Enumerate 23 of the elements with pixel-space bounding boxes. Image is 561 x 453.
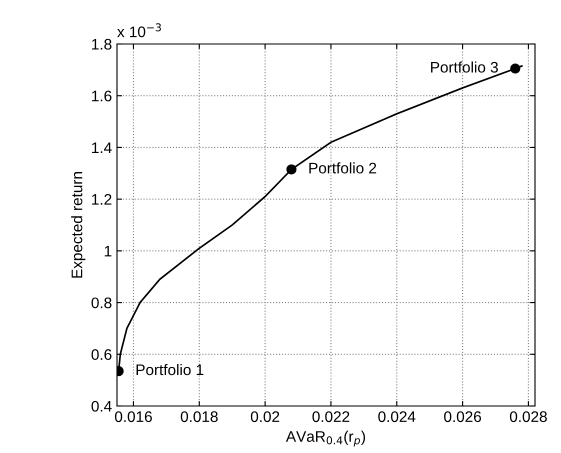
annotation: Portfolio 2 — [309, 162, 376, 174]
y-tick-label: 0.8 — [92, 297, 112, 308]
point — [286, 164, 297, 174]
y-tick-label: 1.6 — [92, 90, 112, 102]
x-tick-label: 0.022 — [312, 411, 350, 422]
annotation: Portfolio 3 — [431, 61, 498, 73]
y-tick-label: 0.4 — [92, 400, 112, 412]
x-tick-label: 0.016 — [114, 411, 152, 422]
y-tick-label: 1.2 — [92, 194, 112, 205]
annotation: Portfolio 1 — [136, 364, 204, 376]
y-tick-label: 1.4 — [92, 142, 112, 153]
y-axis-title: Expected return — [71, 172, 86, 278]
y-tick-label: 1 — [104, 246, 112, 256]
x-tick-label: 0.028 — [510, 411, 547, 422]
text: x 10$^{−3}$ — [117, 23, 161, 38]
x-tick-label: 0.02 — [250, 411, 280, 422]
y-tick-label: 1.8 — [92, 38, 112, 50]
x-tick-label: 0.024 — [378, 411, 416, 422]
x-axis-title: AVaR$_{0.4}$(r$_{p}$) — [286, 430, 366, 446]
y-tick-label: 0.6 — [92, 349, 112, 360]
x-tick-label: 0.026 — [444, 411, 482, 422]
x-tick-label: 0.018 — [180, 411, 218, 422]
point — [510, 63, 520, 74]
